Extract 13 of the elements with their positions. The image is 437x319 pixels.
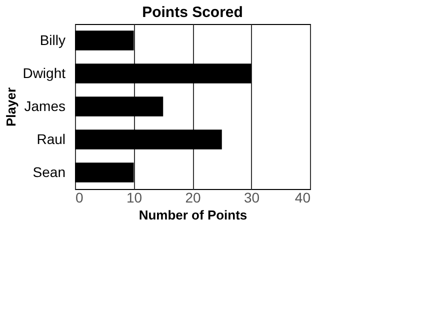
- x-tick-label: 30: [244, 190, 260, 206]
- y-tick-label: Dwight: [22, 65, 66, 81]
- y-tick-label: James: [24, 98, 66, 114]
- y-tick-label: Billy: [40, 32, 66, 48]
- x-tick-label: 20: [185, 190, 201, 206]
- y-tick-label: Raul: [36, 131, 66, 147]
- y-tick-label: Sean: [32, 164, 66, 180]
- y-axis-title: Player: [4, 87, 19, 127]
- x-tick-label: 10: [126, 190, 142, 206]
- x-axis-title: Number of Points: [138, 208, 248, 222]
- chart-title: Points Scored: [142, 4, 243, 21]
- x-tick-label: 40: [294, 190, 311, 206]
- x-tick-label: 0: [76, 190, 84, 206]
